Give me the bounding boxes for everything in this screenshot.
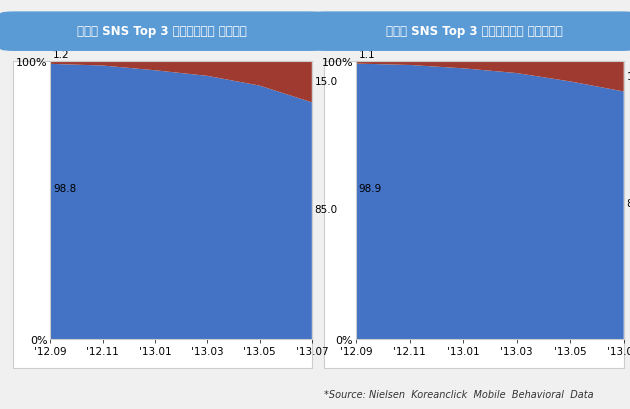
Text: 1.1: 1.1	[358, 50, 375, 60]
Text: 모바일 SNS Top 3 애플리케이션 시간점유율: 모바일 SNS Top 3 애플리케이션 시간점유율	[386, 25, 563, 38]
Text: 98.9: 98.9	[358, 183, 382, 193]
Text: 모바일 SNS Top 3 애플리케이션 주이용률: 모바일 SNS Top 3 애플리케이션 주이용률	[77, 25, 247, 38]
Legend: 개방형SNS, 밴드: 개방형SNS, 밴드	[361, 16, 442, 27]
Text: 15.0: 15.0	[314, 77, 338, 87]
Text: 1.2: 1.2	[53, 50, 70, 60]
Text: *Source: Nielsen  Koreanclick  Mobile  Behavioral  Data: *Source: Nielsen Koreanclick Mobile Beha…	[324, 389, 594, 399]
Text: 88.9: 88.9	[626, 198, 630, 209]
Legend: 개방형SNS(카카오스토리+페이스북), 밴드: 개방형SNS(카카오스토리+페이스북), 밴드	[55, 16, 215, 27]
FancyBboxPatch shape	[1, 13, 324, 51]
Text: 98.8: 98.8	[53, 183, 76, 193]
Text: 11.1: 11.1	[626, 72, 630, 82]
FancyBboxPatch shape	[312, 13, 630, 51]
Text: 85.0: 85.0	[314, 204, 338, 214]
